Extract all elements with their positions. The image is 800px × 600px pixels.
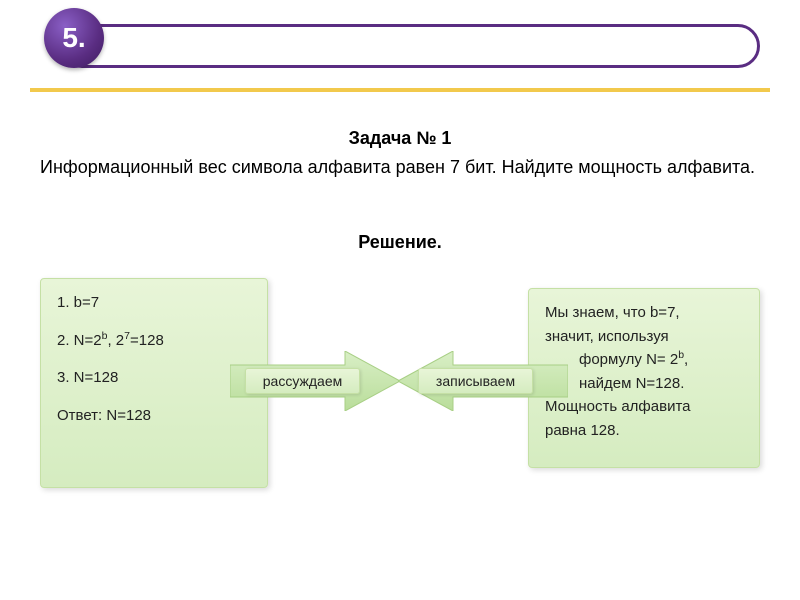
right-l6: равна 128. [545,421,743,441]
header-bar [60,24,760,68]
left-line1: 1. b=7 [57,293,251,313]
left-line3: 3. N=128 [57,368,251,388]
solution-diagram: 1. b=7 2. N=2b, 27=128 3. N=128 Ответ: N… [40,278,760,498]
arrow-label-right: записываем [418,368,533,394]
problem-title: Задача № 1 [0,128,800,149]
right-l4: найдем N=128. [545,374,743,394]
right-l5: Мощность алфавита [545,397,743,417]
left-line4: Ответ: N=128 [57,406,251,426]
arrow-label-left: рассуждаем [245,368,360,394]
problem-text: Информационный вес символа алфавита раве… [40,155,760,180]
yellow-divider [30,88,770,92]
right-l3: формулу N= 2b, [545,350,743,370]
left-line2: 2. N=2b, 27=128 [57,331,251,351]
slide-number-badge: 5. [44,8,104,68]
right-l1: Мы знаем, что b=7, [545,303,743,323]
slide-number: 5. [62,22,85,54]
solution-label: Решение. [0,232,800,253]
right-l2: значит, используя [545,327,743,347]
